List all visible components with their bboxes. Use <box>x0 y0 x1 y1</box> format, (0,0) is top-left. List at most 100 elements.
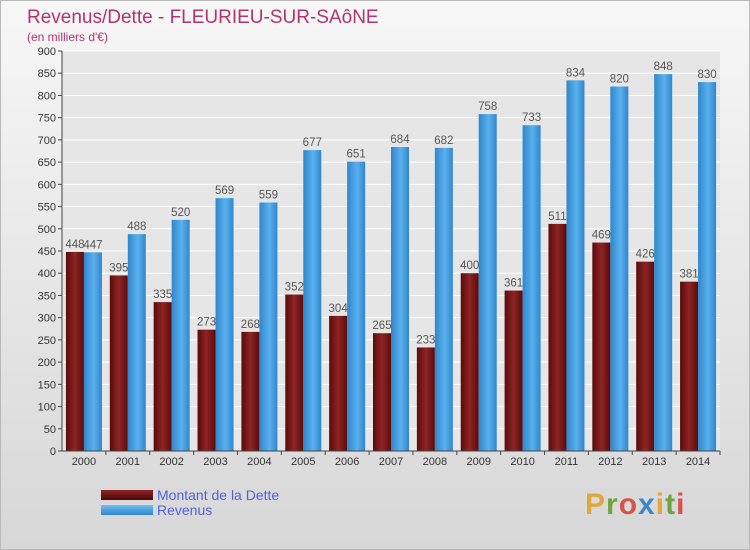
bar-revenue <box>171 219 190 451</box>
bar-revenue <box>698 82 717 451</box>
bar-revenue <box>478 114 497 451</box>
bar-revenue <box>610 86 629 452</box>
logo-letter: i <box>676 488 686 521</box>
bar-debt <box>548 223 567 451</box>
logo-letter: i <box>655 488 666 521</box>
bar-revenue <box>391 147 409 451</box>
legend-label-revenue: Revenus <box>157 502 213 518</box>
y-tick-label: 400 <box>38 268 56 280</box>
data-label-revenue: 569 <box>215 185 234 197</box>
x-tick-label: 2005 <box>291 456 315 468</box>
bar-debt <box>153 302 172 451</box>
bar-debt <box>680 281 699 451</box>
x-tick-label: 2009 <box>466 456 490 468</box>
bar-debt <box>65 251 84 451</box>
legend-item-debt: Montant de la Dette <box>101 487 279 503</box>
legend-item-revenue: Revenus <box>101 502 212 518</box>
data-label-debt: 469 <box>592 230 611 242</box>
x-tick-label: 2007 <box>379 456 403 468</box>
bar-revenue <box>654 74 673 451</box>
y-tick-label: 550 <box>38 202 56 214</box>
data-label-debt: 273 <box>197 317 216 329</box>
y-tick-label: 200 <box>38 357 56 369</box>
bar-debt <box>636 261 655 451</box>
data-label-revenue: 488 <box>127 221 146 233</box>
y-tick-label: 900 <box>38 46 56 58</box>
y-tick-label: 350 <box>38 290 56 302</box>
bar-debt <box>241 331 260 451</box>
y-tick-label: 100 <box>38 402 56 414</box>
legend-swatch-debt <box>101 490 153 500</box>
data-label-debt: 268 <box>241 319 260 331</box>
logo-letter: P <box>585 488 607 521</box>
data-label-debt: 511 <box>548 211 566 223</box>
y-tick-label: 750 <box>38 113 56 125</box>
bar-revenue <box>259 202 278 451</box>
bar-revenue <box>566 80 585 451</box>
y-tick-label: 600 <box>38 179 56 191</box>
bar-debt <box>460 273 479 451</box>
y-tick-label: 50 <box>44 424 56 436</box>
x-tick-label: 2014 <box>686 456 710 468</box>
data-label-debt: 361 <box>504 278 523 290</box>
x-tick-label: 2012 <box>598 456 622 468</box>
logo-letter: r <box>606 488 619 521</box>
y-tick-label: 650 <box>38 157 56 169</box>
data-label-revenue: 651 <box>347 149 366 161</box>
proxiti-logo: Proxiti <box>585 488 685 522</box>
logo-letter: t <box>665 488 677 521</box>
bar-debt <box>329 315 348 451</box>
y-tick-label: 850 <box>38 68 56 80</box>
data-label-debt: 448 <box>65 239 84 251</box>
data-label-debt: 304 <box>329 303 349 315</box>
data-label-revenue: 559 <box>259 190 278 202</box>
bar-revenue <box>303 150 322 451</box>
x-tick-label: 2001 <box>116 456 140 468</box>
chart-subtitle: (en milliers d'€) <box>27 30 108 44</box>
bar-revenue <box>127 234 146 451</box>
x-tick-label: 2002 <box>159 456 183 468</box>
data-label-debt: 400 <box>460 260 479 272</box>
data-label-debt: 233 <box>416 334 435 346</box>
bar-debt <box>504 290 523 451</box>
logo-letter: o <box>618 488 639 521</box>
x-tick-label: 2008 <box>423 456 447 468</box>
data-label-revenue: 758 <box>478 101 497 113</box>
bar-debt <box>592 242 611 451</box>
bar-revenue <box>522 125 541 451</box>
data-label-revenue: 820 <box>610 74 629 86</box>
x-tick-label: 2013 <box>642 456 666 468</box>
data-label-debt: 381 <box>679 269 698 281</box>
data-label-revenue: 684 <box>390 134 410 146</box>
bar-debt <box>285 294 304 451</box>
bar-debt <box>109 275 128 451</box>
bar-debt <box>416 347 435 451</box>
y-tick-label: 800 <box>38 90 56 102</box>
y-tick-label: 450 <box>38 246 56 258</box>
bar-revenue <box>347 161 366 451</box>
data-label-debt: 265 <box>372 320 391 332</box>
bar-revenue <box>434 147 453 451</box>
x-tick-label: 2011 <box>555 456 579 468</box>
y-tick-label: 500 <box>38 224 56 236</box>
data-label-debt: 426 <box>636 249 655 261</box>
x-tick-label: 2003 <box>203 456 227 468</box>
legend-label-debt: Montant de la Dette <box>157 487 280 503</box>
x-tick-label: 2010 <box>510 456 534 468</box>
data-label-revenue: 520 <box>171 207 190 219</box>
y-tick-label: 700 <box>38 135 56 147</box>
legend-swatch-revenue <box>101 505 153 515</box>
x-tick-label: 2004 <box>247 456 271 468</box>
data-label-revenue: 447 <box>83 239 102 251</box>
data-label-revenue: 834 <box>566 67 586 79</box>
x-tick-label: 2000 <box>72 456 96 468</box>
bar-debt <box>373 333 391 451</box>
x-tick-label: 2006 <box>335 456 359 468</box>
chart-title: Revenus/Dette - FLEURIEU-SUR-SAôNE <box>27 7 379 28</box>
data-label-debt: 395 <box>109 262 128 274</box>
data-label-debt: 352 <box>285 282 304 294</box>
data-label-revenue: 830 <box>697 69 716 81</box>
y-tick-label: 0 <box>50 446 56 458</box>
bar-revenue <box>215 198 234 451</box>
